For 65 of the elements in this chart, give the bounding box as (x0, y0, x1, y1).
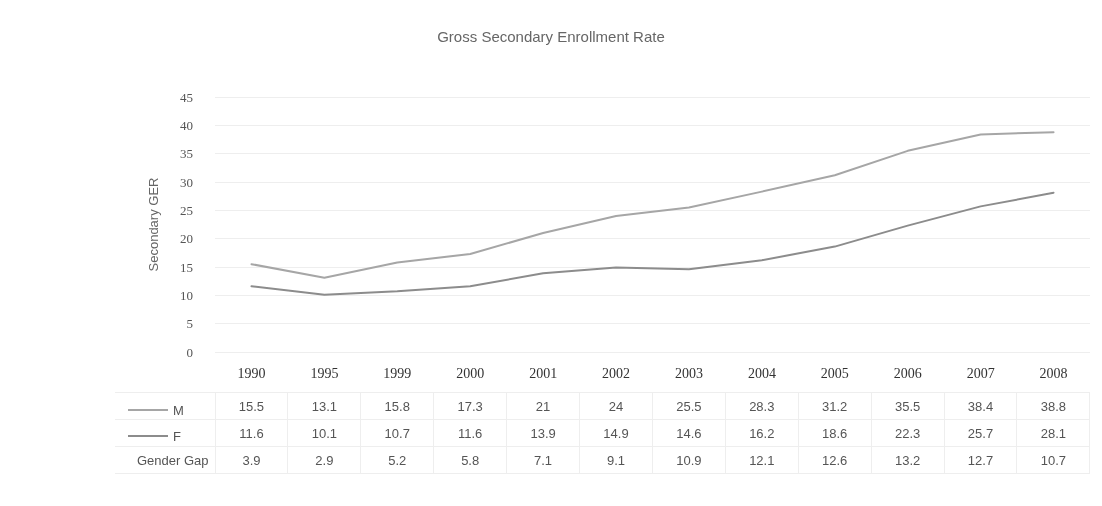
text: 10.9 (652, 446, 726, 474)
data-label: 11.6 (433, 419, 507, 447)
chart-title: Gross Secondary Enrollment Rate (437, 28, 665, 45)
data-label: 18.6 (798, 419, 872, 447)
line-series (250, 191, 1055, 296)
data-label: 22.3 (871, 419, 945, 447)
y-tick-label: 30 (180, 174, 193, 190)
legend-label: M (173, 402, 184, 418)
x-tick-label: 2005 (820, 365, 849, 381)
text: 3.9 (215, 446, 288, 474)
y-tick-label: 5 (186, 316, 193, 332)
y-tick-label: 20 (180, 231, 193, 247)
data-label: 11.6 (215, 419, 288, 447)
text: 9.1 (579, 446, 653, 474)
line-series (250, 131, 1055, 279)
x-tick-label: 1990 (237, 365, 266, 381)
data-label: 15.8 (360, 392, 434, 420)
text: 12.6 (798, 446, 872, 474)
data-label: 16.2 (725, 419, 799, 447)
data-label: 28.3 (725, 392, 799, 420)
data-label: 28.1 (1016, 419, 1090, 447)
x-tick-label: 1999 (383, 365, 412, 381)
data-label: 38.4 (944, 392, 1017, 420)
data-label: 17.3 (433, 392, 507, 420)
data-label: 35.5 (871, 392, 945, 420)
y-tick-label: 25 (180, 202, 193, 218)
text: Gender Gap (115, 446, 215, 474)
data-label: 21 (506, 392, 580, 420)
data-label: 14.9 (579, 419, 653, 447)
data-label: 25.7 (944, 419, 1017, 447)
text: 7.1 (506, 446, 580, 474)
y-tick-label: 45 (180, 89, 193, 105)
legend-label: F (173, 428, 181, 444)
y-axis-title: Secondary GER (146, 177, 161, 272)
y-tick-label: 15 (180, 259, 193, 275)
y-tick-label: 0 (186, 344, 193, 360)
text: 10.7 (1016, 446, 1090, 474)
data-label: 38.8 (1016, 392, 1090, 420)
text: 12.1 (725, 446, 799, 474)
x-tick-label: 2006 (893, 365, 922, 381)
data-label: 15.5 (215, 392, 288, 420)
text: 13.2 (871, 446, 945, 474)
y-tick-label: 35 (180, 146, 193, 162)
data-label: 31.2 (798, 392, 872, 420)
x-tick-label: 2001 (529, 365, 558, 381)
data-label: 10.1 (287, 419, 361, 447)
text: 12.7 (944, 446, 1017, 474)
data-label: 13.9 (506, 419, 580, 447)
data-label: 13.1 (287, 392, 361, 420)
x-tick-label: 2004 (747, 365, 776, 381)
x-tick-label: 2008 (1039, 365, 1068, 381)
text: 5.2 (360, 446, 434, 474)
x-tick-label: 2003 (674, 365, 703, 381)
data-label: 24 (579, 392, 653, 420)
x-tick-label: 1995 (310, 365, 339, 381)
y-tick-label: 40 (180, 117, 193, 133)
data-label: 25.5 (652, 392, 726, 420)
text: 5.8 (433, 446, 507, 474)
data-label: 10.7 (360, 419, 434, 447)
x-tick-label: 2000 (456, 365, 485, 381)
data-label: 14.6 (652, 419, 726, 447)
text: 2.9 (287, 446, 361, 474)
y-tick-label: 10 (180, 287, 193, 303)
x-tick-label: 2002 (602, 365, 631, 381)
x-tick-label: 2007 (966, 365, 995, 381)
